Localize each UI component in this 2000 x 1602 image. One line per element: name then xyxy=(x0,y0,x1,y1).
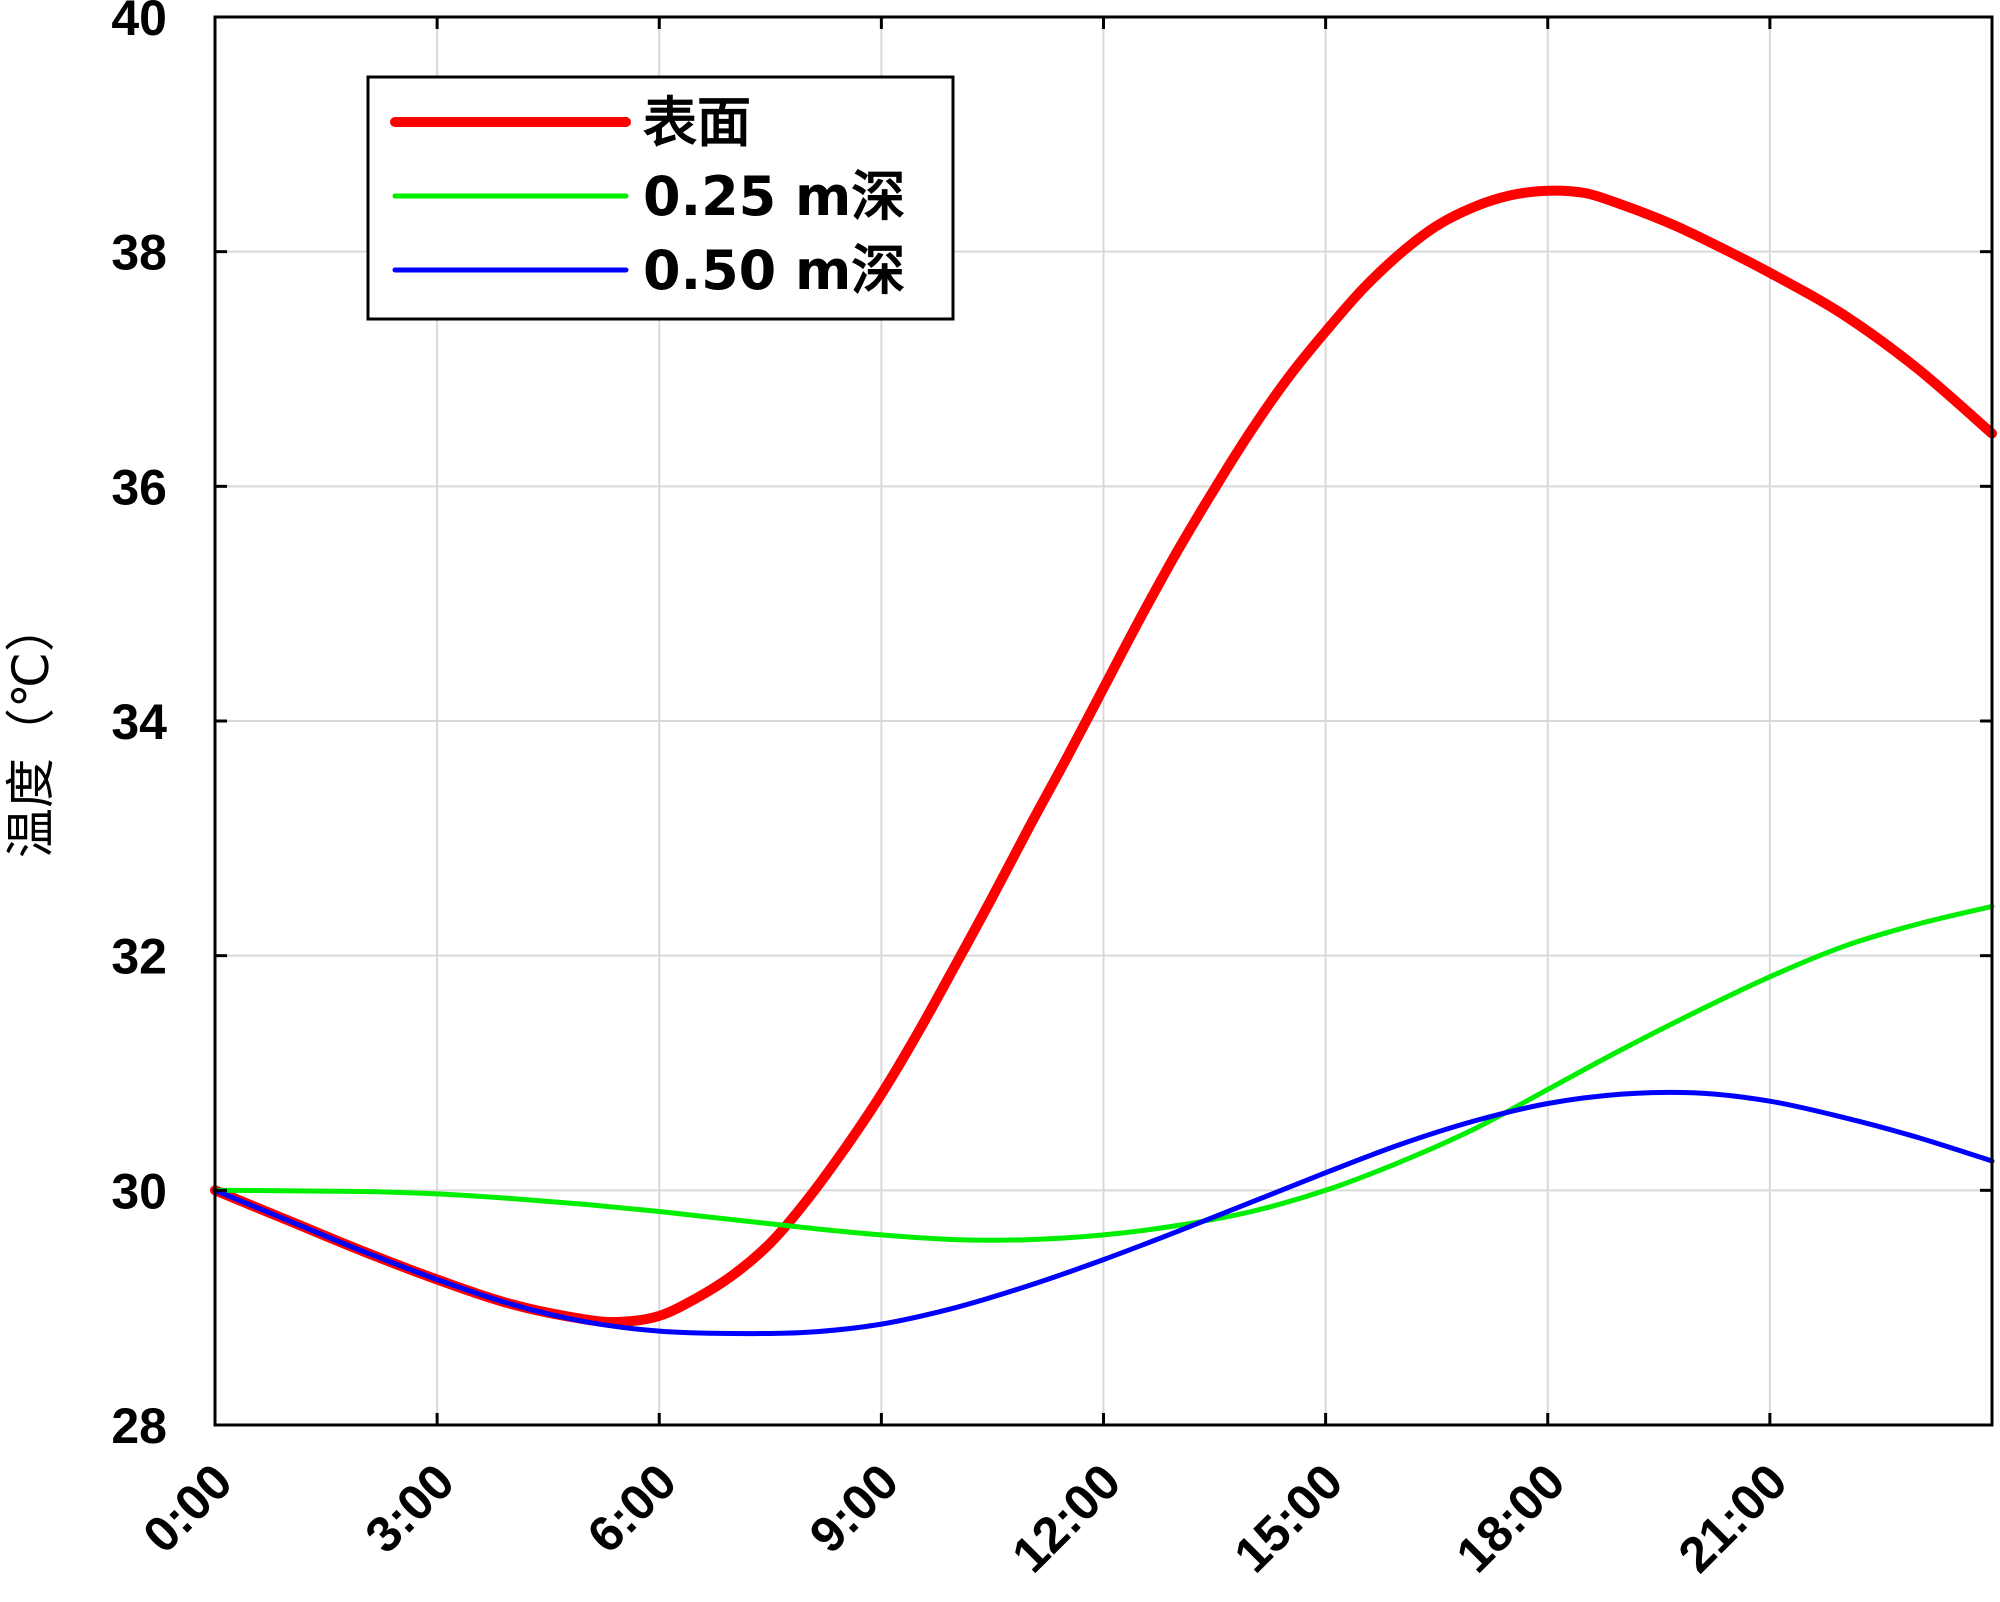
series-line-surface xyxy=(210,185,1997,1328)
y-tick-label: 28 xyxy=(111,1398,167,1454)
legend: 表面 0.25 m深 0.50 m深 xyxy=(366,75,955,321)
y-tick-label: 36 xyxy=(111,459,167,515)
y-tick-label: 30 xyxy=(111,1163,167,1219)
y-tick-label: 40 xyxy=(111,0,167,46)
y-tick-label: 34 xyxy=(111,694,167,750)
legend-entry-0-50m-label: 0.50 m深 xyxy=(643,239,905,302)
series-line-0-25m xyxy=(212,903,1995,1243)
series-line-0-50m xyxy=(212,1089,1995,1337)
y-tick-label: 32 xyxy=(111,929,167,985)
legend-entry-0-25m-label: 0.25 m深 xyxy=(643,165,905,228)
y-axis: 28 30 32 34 36 38 40 xyxy=(111,0,1992,1454)
legend-entry-surface-label: 表面 xyxy=(643,91,751,154)
y-axis-title: 温度（℃） xyxy=(2,602,60,858)
series-layer xyxy=(210,185,1997,1337)
y-tick-label: 38 xyxy=(111,225,167,281)
